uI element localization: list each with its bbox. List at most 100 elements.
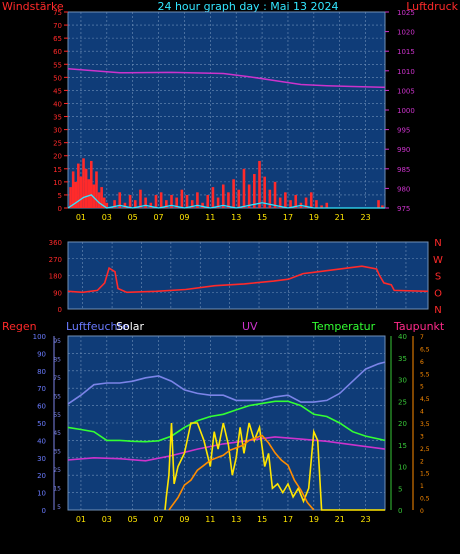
regen-tick-label: 70: [37, 385, 46, 393]
wind-tick-label: 70: [53, 22, 62, 30]
uv-tick-label: 0: [420, 508, 424, 515]
x-tick-label: 21: [335, 213, 345, 222]
uv-tick-label: 7: [420, 334, 424, 341]
uv-tick-label: 1: [420, 483, 424, 490]
compass-tick-label: W: [433, 255, 443, 266]
temperature-tick-label: 35: [398, 355, 407, 363]
pressure-tick-label: 1025: [397, 9, 415, 17]
temperature-tick-label: 20: [398, 420, 407, 428]
climate-x-ticks: 01 03 05 07 09 11 13 15 17 19 21 23: [76, 515, 371, 524]
regen-tick-label: 20: [37, 472, 46, 480]
compass-tick-label: N: [434, 238, 441, 249]
x-tick-label: 11: [205, 515, 215, 524]
x-tick-label: 01: [76, 213, 86, 222]
x-tick-label: 15: [257, 515, 267, 524]
x-tick-label: 11: [205, 213, 215, 222]
pressure-tick-label: 1020: [397, 29, 415, 37]
wind-tick-label: 45: [53, 87, 62, 95]
wind-plot-area: [67, 11, 386, 209]
uv-tick-label: 3: [420, 433, 424, 440]
taupunkt-label: Taupunkt: [393, 320, 445, 333]
wind-tick-label: 20: [53, 153, 62, 161]
regen-tick-label: 90: [37, 350, 46, 358]
direction-tick-label: 360: [49, 239, 62, 247]
uv-tick-label: 6,5: [420, 346, 430, 353]
wind-speed-line: [67, 194, 385, 209]
x-tick-label: 09: [179, 515, 189, 524]
pressure-tick-label: 1015: [397, 48, 415, 56]
x-tick-label: 19: [309, 213, 319, 222]
uv-tick-label: 2,5: [420, 446, 430, 453]
x-tick-label: 01: [76, 515, 86, 524]
taupunkt-line: [67, 436, 386, 462]
wind-tick-label: 10: [53, 179, 62, 187]
wind-tick-label: 25: [53, 140, 62, 148]
wind-axis-label: Windstärke: [2, 0, 64, 13]
pressure-tick-label: 985: [397, 166, 410, 174]
regen-tick-label: 100: [33, 333, 46, 341]
uv-tick-label: 3,5: [420, 421, 430, 428]
regen-tick-label: 50: [37, 420, 46, 428]
wind-tick-label: 75: [53, 9, 62, 17]
temperatur-line: [67, 400, 386, 443]
uv-tick-label: 1,5: [420, 471, 430, 478]
wind-tick-label: 35: [53, 114, 62, 122]
pressure-tick-label: 990: [397, 146, 410, 154]
x-tick-label: 23: [360, 515, 370, 524]
uv-label: UV: [242, 320, 258, 333]
x-tick-label: 21: [335, 515, 345, 524]
x-tick-label: 15: [257, 213, 267, 222]
wind-x-ticks: 01 03 05 07 09 11 13 15 17 19 21 23: [76, 213, 371, 222]
direction-tick-label: 0: [58, 306, 62, 314]
solar-line: [164, 422, 385, 511]
x-tick-label: 13: [231, 515, 241, 524]
feuchte-tick-label: 95: [53, 338, 61, 345]
x-tick-label: 05: [128, 515, 138, 524]
temperature-tick-label: 10: [398, 464, 407, 472]
regen-tick-label: 10: [37, 490, 46, 498]
feuchte-tick-label: 25: [53, 467, 61, 474]
pressure-tick-label: 980: [397, 185, 410, 193]
temperature-tick-label: 5: [398, 485, 402, 493]
uv-tick-label: 2: [420, 458, 424, 465]
pressure-axis-label: Luftdruck: [406, 0, 458, 13]
regen-tick-label: 60: [37, 403, 46, 411]
x-tick-label: 03: [102, 213, 112, 222]
regen-label: Regen: [2, 320, 37, 333]
feuchte-tick-label: 85: [53, 356, 61, 363]
wind-tick-label: 65: [53, 35, 62, 43]
wind-tick-label: 5: [58, 192, 62, 200]
climate-series: [67, 361, 386, 511]
direction-tick-label: 270: [49, 256, 62, 264]
x-tick-label: 07: [153, 213, 163, 222]
wind-tick-label: 0: [58, 205, 62, 213]
wind-tick-label: 55: [53, 61, 62, 69]
temperatur-label: Temperatur: [311, 320, 376, 333]
pressure-line: [67, 68, 386, 89]
pressure-tick-label: 995: [397, 127, 410, 135]
x-tick-label: 09: [179, 213, 189, 222]
feuchte-tick-label: 5: [57, 504, 61, 511]
x-tick-label: 07: [153, 515, 163, 524]
uv-line: [168, 434, 315, 511]
temperature-ticks: 40 35 30 25 20 15 10 5 0: [390, 333, 407, 515]
pressure-tick-label: 1000: [397, 107, 415, 115]
x-tick-label: 17: [283, 515, 293, 524]
uv-tick-label: 4,5: [420, 396, 430, 403]
temperature-tick-label: 30: [398, 377, 407, 385]
direction-line: [67, 265, 429, 294]
wind-tick-label: 50: [53, 74, 62, 82]
pressure-tick-label: 1010: [397, 68, 415, 76]
wind-tick-label: 30: [53, 127, 62, 135]
regen-tick-label: 30: [37, 455, 46, 463]
uv-ticks: 7 6,5 6 5,5 5 4,5 4 3,5 3 2,5 2 1,5 1 0,5 0: [412, 334, 430, 515]
wind-series: [67, 68, 386, 209]
temperature-tick-label: 0: [398, 507, 402, 515]
feuchte-tick-label: 65: [53, 393, 61, 400]
direction-tick-label: 180: [49, 273, 62, 281]
x-tick-label: 19: [309, 515, 319, 524]
temperature-tick-label: 40: [398, 333, 407, 341]
